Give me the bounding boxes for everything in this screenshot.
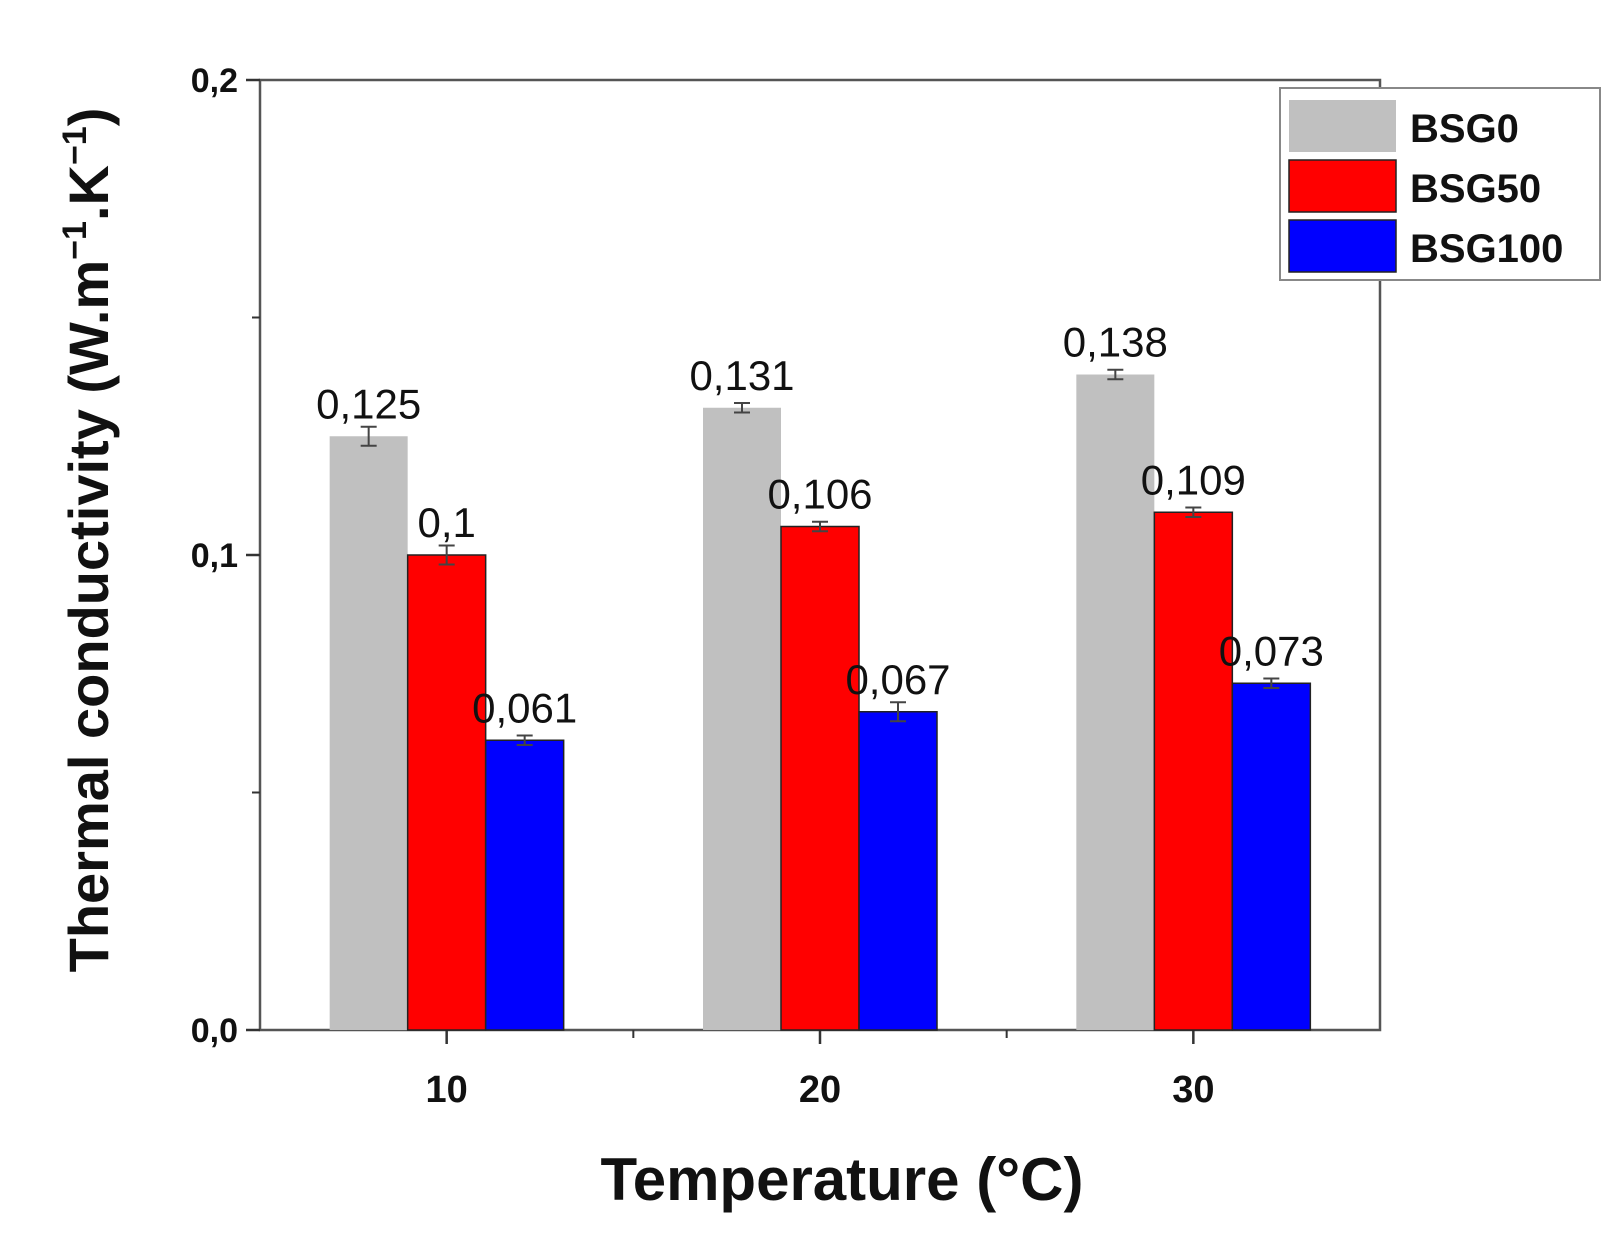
data-label-bsg50: 0,106: [767, 471, 872, 518]
legend-label-bsg0: BSG0: [1410, 107, 1519, 151]
y-axis-title-sup2: −1: [56, 126, 94, 165]
x-tick-label: 30: [1172, 1069, 1214, 1111]
bar-bsg50: [406, 554, 487, 1031]
y-axis-title-mid: .K: [57, 165, 120, 221]
y-tick-label: 0,0: [191, 1012, 238, 1050]
bar-bsg100: [858, 711, 938, 1031]
data-label-bsg0: 0,138: [1063, 319, 1168, 366]
data-label-bsg100: 0,073: [1219, 627, 1324, 674]
legend: BSG0 BSG50 BSG100: [1279, 87, 1601, 281]
bar-bsg100: [1231, 682, 1312, 1031]
bar-bsg100: [484, 739, 565, 1031]
data-label-bsg0: 0,125: [316, 380, 421, 427]
bar-bsg0: [703, 407, 781, 1030]
y-tick-label: 0,1: [191, 537, 238, 575]
data-label-bsg50: 0,1: [417, 499, 475, 546]
data-label-bsg50: 0,109: [1141, 456, 1246, 503]
bar-bsg0: [1076, 374, 1155, 1030]
x-axis-title: Temperature (°C): [601, 1146, 1084, 1213]
data-labels-layer: 0,125 0,1 0,061 0,131 0,106 0,067 0,138 0,109 0,…: [316, 319, 1324, 732]
bar-bsg50: [1153, 511, 1234, 1031]
data-label-bsg0: 0,131: [689, 352, 794, 399]
bar-bsg0: [329, 436, 408, 1030]
legend-swatch-bsg0: [1289, 100, 1396, 152]
legend-swatch-bsg100: [1288, 219, 1397, 273]
x-tick-label: 20: [799, 1069, 841, 1111]
bar-bsg50: [780, 525, 860, 1031]
y-tick-label: 0,2: [191, 62, 238, 100]
y-axis-title-main: Thermal conductivity (W.m: [57, 260, 120, 973]
y-axis-title-close: ): [57, 108, 120, 127]
legend-label-bsg50: BSG50: [1410, 167, 1541, 211]
data-label-bsg100: 0,061: [472, 684, 577, 731]
y-axis-title-sup1: −1: [56, 221, 94, 260]
y-axis-title: Thermal conductivity (W.m−1.K−1): [56, 108, 120, 973]
x-tick-label: 10: [426, 1069, 468, 1111]
data-label-bsg100: 0,067: [845, 656, 950, 703]
legend-label-bsg100: BSG100: [1410, 227, 1563, 271]
bars-layer: [329, 368, 1312, 1031]
legend-swatch-bsg50: [1288, 159, 1397, 213]
